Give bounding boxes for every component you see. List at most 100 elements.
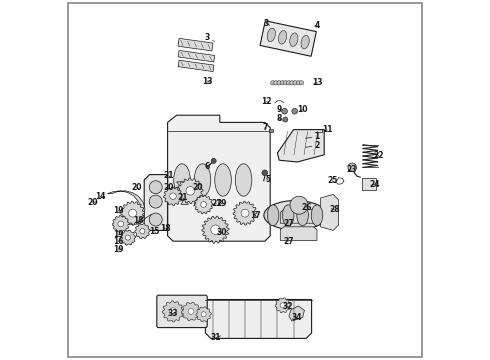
Circle shape — [170, 193, 176, 199]
Circle shape — [211, 225, 220, 234]
Text: 21: 21 — [164, 171, 174, 180]
Text: 25: 25 — [327, 176, 337, 185]
Ellipse shape — [268, 205, 279, 226]
Circle shape — [170, 308, 176, 315]
Circle shape — [149, 181, 162, 194]
Text: 15: 15 — [149, 227, 159, 236]
Text: 19: 19 — [113, 230, 123, 239]
Text: 3: 3 — [205, 33, 215, 42]
Text: 20: 20 — [131, 184, 142, 192]
Polygon shape — [277, 130, 324, 162]
Polygon shape — [162, 301, 184, 322]
Polygon shape — [176, 182, 193, 204]
Polygon shape — [121, 230, 136, 245]
Circle shape — [282, 108, 288, 114]
Ellipse shape — [174, 164, 190, 196]
Text: 11: 11 — [322, 125, 332, 134]
Circle shape — [283, 117, 288, 122]
Text: 7: 7 — [262, 123, 268, 132]
Polygon shape — [233, 201, 257, 225]
Polygon shape — [164, 187, 182, 206]
Polygon shape — [168, 115, 270, 241]
Text: 10: 10 — [297, 105, 308, 114]
Circle shape — [287, 81, 291, 85]
Ellipse shape — [297, 205, 308, 226]
Text: 21: 21 — [178, 194, 188, 202]
Ellipse shape — [264, 201, 327, 230]
Text: 30: 30 — [217, 228, 227, 237]
Polygon shape — [205, 300, 312, 338]
Text: 14: 14 — [95, 192, 105, 201]
Circle shape — [129, 209, 137, 217]
Text: 21: 21 — [211, 199, 221, 208]
Text: 16: 16 — [113, 237, 123, 246]
Bar — [269, 129, 273, 132]
Circle shape — [149, 213, 162, 226]
Polygon shape — [178, 50, 215, 62]
Circle shape — [280, 303, 285, 308]
Text: 27: 27 — [283, 237, 294, 246]
Text: 23: 23 — [346, 165, 356, 174]
Circle shape — [280, 81, 285, 85]
Text: 2: 2 — [305, 141, 319, 150]
Polygon shape — [178, 38, 213, 51]
Text: 9: 9 — [276, 105, 282, 114]
Polygon shape — [177, 178, 203, 203]
Circle shape — [348, 163, 357, 172]
Circle shape — [277, 81, 281, 85]
Circle shape — [299, 81, 304, 85]
Text: 12: 12 — [261, 97, 272, 106]
Polygon shape — [194, 195, 213, 214]
FancyBboxPatch shape — [157, 295, 207, 328]
Circle shape — [211, 158, 216, 163]
Circle shape — [188, 309, 194, 314]
Polygon shape — [178, 60, 214, 72]
Text: 4: 4 — [314, 21, 319, 30]
Circle shape — [296, 81, 300, 85]
Polygon shape — [112, 215, 129, 233]
Polygon shape — [280, 210, 317, 223]
Text: 20: 20 — [88, 198, 98, 207]
Circle shape — [290, 81, 294, 85]
Polygon shape — [289, 306, 304, 321]
Polygon shape — [275, 298, 291, 313]
Text: 22: 22 — [374, 151, 384, 160]
Text: 13: 13 — [202, 77, 213, 85]
Ellipse shape — [278, 31, 287, 44]
Polygon shape — [107, 191, 145, 215]
Text: 24: 24 — [369, 180, 380, 189]
Text: 29: 29 — [217, 199, 227, 208]
Polygon shape — [135, 224, 150, 239]
Text: 34: 34 — [292, 313, 302, 322]
Circle shape — [274, 81, 278, 85]
Text: 6: 6 — [205, 162, 210, 171]
Circle shape — [293, 81, 297, 85]
Text: 33: 33 — [167, 309, 177, 318]
Circle shape — [292, 108, 297, 114]
Circle shape — [201, 312, 206, 317]
Ellipse shape — [215, 164, 231, 196]
Circle shape — [118, 221, 123, 227]
Circle shape — [262, 170, 268, 176]
Text: 19: 19 — [113, 245, 123, 253]
Polygon shape — [362, 178, 376, 190]
Ellipse shape — [282, 205, 294, 226]
Circle shape — [270, 81, 275, 85]
Polygon shape — [260, 21, 317, 56]
Ellipse shape — [194, 164, 211, 196]
Polygon shape — [196, 307, 211, 322]
Text: 13: 13 — [312, 78, 322, 87]
Text: 26: 26 — [302, 202, 312, 211]
Circle shape — [125, 235, 130, 240]
Polygon shape — [144, 175, 168, 230]
Text: 18: 18 — [133, 216, 144, 225]
Text: 1: 1 — [305, 132, 319, 141]
Ellipse shape — [311, 205, 323, 226]
Circle shape — [241, 209, 249, 217]
Text: 19: 19 — [113, 206, 123, 215]
Circle shape — [186, 186, 195, 195]
Circle shape — [140, 229, 145, 234]
Circle shape — [201, 202, 206, 207]
Ellipse shape — [301, 35, 309, 49]
Polygon shape — [121, 201, 145, 225]
